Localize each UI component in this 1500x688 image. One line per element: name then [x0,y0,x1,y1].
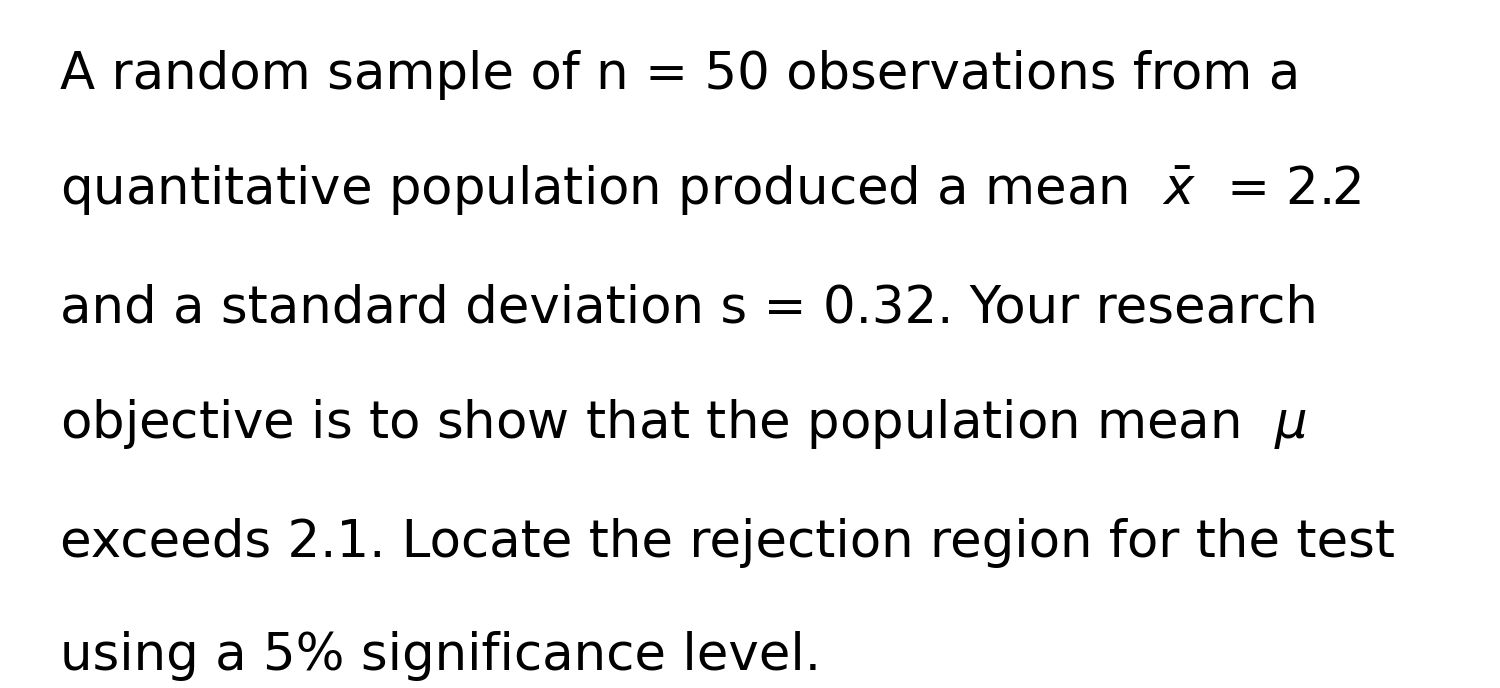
Text: exceeds 2.1. Locate the rejection region for the test: exceeds 2.1. Locate the rejection region… [60,517,1395,568]
Text: objective is to show that the population mean  $\mu$: objective is to show that the population… [60,397,1306,451]
Text: using a 5% significance level.: using a 5% significance level. [60,631,820,681]
Text: and a standard deviation s = 0.32. Your research: and a standard deviation s = 0.32. Your … [60,283,1318,334]
Text: A random sample of n = 50 observations from a: A random sample of n = 50 observations f… [60,50,1300,100]
Text: quantitative population produced a mean  $\bar{x}$  = 2.2: quantitative population produced a mean … [60,163,1360,217]
